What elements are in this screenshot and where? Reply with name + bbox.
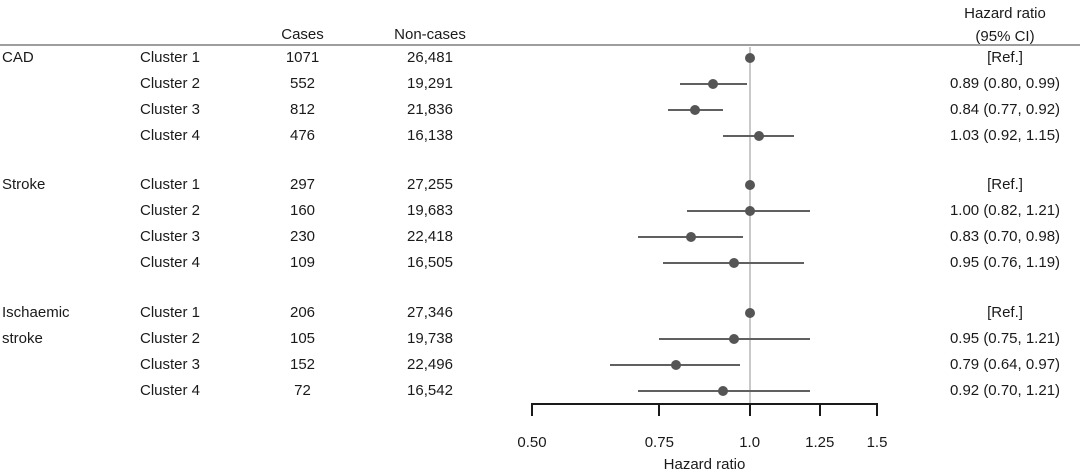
non-cases-column-header: Non-cases — [394, 26, 466, 43]
table-row: Cluster 4 72 16,542 0.92 (0.70, 1.21) — [0, 378, 1080, 404]
outcome-label: CAD — [2, 49, 34, 66]
table-row: Cluster 3 230 22,418 0.83 (0.70, 0.98) — [0, 224, 1080, 250]
hazard-ratio-value: 0.79 (0.64, 0.97) — [949, 356, 1061, 373]
header-separator-line — [0, 44, 1080, 46]
non-cases-value: 16,505 — [407, 254, 453, 271]
non-cases-value: 16,542 — [407, 382, 453, 399]
outcome-label: Stroke — [2, 176, 46, 193]
hazard-ratio-value: [Ref.] — [987, 304, 1023, 321]
hr-point — [670, 360, 681, 370]
hr-point — [728, 334, 739, 344]
hr-point — [744, 180, 755, 190]
table-row: Cluster 2 160 19,683 1.00 (0.82, 1.21) — [0, 198, 1080, 224]
x-axis-tick-label: 0.50 — [517, 434, 547, 451]
cases-value: 1071 — [285, 49, 320, 66]
cluster-label: Cluster 1 — [140, 304, 201, 321]
hr-point — [689, 105, 700, 115]
hazard-ratio-value: 0.84 (0.77, 0.92) — [949, 101, 1061, 118]
cluster-label: Cluster 4 — [140, 127, 201, 144]
cases-value: 105 — [289, 330, 316, 347]
hazard-ratio-value: [Ref.] — [987, 49, 1023, 66]
table-row: Cluster 4 109 16,505 0.95 (0.76, 1.19) — [0, 250, 1080, 276]
cases-value: 109 — [289, 254, 316, 271]
hazard-ratio-value: [Ref.] — [987, 176, 1023, 193]
table-row: Cluster 3 152 22,496 0.79 (0.64, 0.97) — [0, 352, 1080, 378]
cluster-label: Cluster 3 — [140, 101, 201, 118]
hr-point — [744, 53, 755, 63]
table-row: Cluster 3 812 21,836 0.84 (0.77, 0.92) — [0, 97, 1080, 123]
non-cases-value: 21,836 — [407, 101, 453, 118]
cases-value: 230 — [289, 228, 316, 245]
x-axis-tick — [818, 404, 821, 416]
cases-value: 812 — [289, 101, 316, 118]
table-row: stroke Cluster 2 105 19,738 0.95 (0.75, … — [0, 326, 1080, 352]
x-axis-tick-label: 1.25 — [805, 434, 835, 451]
cases-column-header: Cases — [281, 26, 324, 43]
non-cases-value: 22,496 — [407, 356, 453, 373]
hr-point — [728, 258, 739, 268]
outcome-label: Ischaemic — [2, 304, 70, 321]
non-cases-value: 22,418 — [407, 228, 453, 245]
hazard-ratio-value: 1.03 (0.92, 1.15) — [949, 127, 1061, 144]
cases-value: 160 — [289, 202, 316, 219]
x-axis-tick — [531, 404, 533, 416]
hr-point — [686, 232, 697, 242]
non-cases-value: 16,138 — [407, 127, 453, 144]
non-cases-value: 26,481 — [407, 49, 453, 66]
non-cases-value: 19,683 — [407, 202, 453, 219]
x-axis-tick — [876, 404, 878, 416]
cluster-label: Cluster 1 — [140, 49, 201, 66]
table-row: Stroke Cluster 1 297 27,255 [Ref.] — [0, 172, 1080, 198]
cluster-label: Cluster 3 — [140, 356, 201, 373]
x-axis-tick-label: 0.75 — [644, 434, 674, 451]
hazard-ratio-value: 0.83 (0.70, 0.98) — [949, 228, 1061, 245]
cases-value: 72 — [294, 382, 311, 399]
cluster-label: Cluster 4 — [140, 382, 201, 399]
hazard-ratio-value: 0.89 (0.80, 0.99) — [949, 75, 1061, 92]
hr-point — [744, 308, 755, 318]
x-axis-tick-label: 1.0 — [739, 434, 761, 451]
non-cases-value: 19,291 — [407, 75, 453, 92]
cases-value: 476 — [289, 127, 316, 144]
non-cases-value: 27,255 — [407, 176, 453, 193]
ci-column-header: (95% CI) — [975, 28, 1035, 45]
outcome-label: stroke — [2, 330, 43, 347]
x-axis-tick — [658, 404, 661, 416]
non-cases-value: 27,346 — [407, 304, 453, 321]
cluster-label: Cluster 1 — [140, 176, 201, 193]
cases-value: 152 — [289, 356, 316, 373]
cluster-label: Cluster 4 — [140, 254, 201, 271]
hr-point — [753, 131, 764, 141]
x-axis-tick — [748, 404, 751, 416]
hr-point — [744, 206, 755, 216]
x-axis-line — [531, 403, 878, 405]
hr-point — [718, 386, 729, 396]
hr-point — [708, 79, 719, 89]
hazard-ratio-value: 0.95 (0.75, 1.21) — [949, 330, 1061, 347]
table-row: Ischaemic Cluster 1 206 27,346 [Ref.] — [0, 300, 1080, 326]
x-axis-title: Hazard ratio — [663, 456, 746, 473]
cluster-label: Cluster 3 — [140, 228, 201, 245]
non-cases-value: 19,738 — [407, 330, 453, 347]
x-axis-tick-label: 1.5 — [866, 434, 888, 451]
cases-value: 297 — [289, 176, 316, 193]
hazard-ratio-value: 0.92 (0.70, 1.21) — [949, 382, 1061, 399]
hazard-ratio-value: 1.00 (0.82, 1.21) — [949, 202, 1061, 219]
cases-value: 206 — [289, 304, 316, 321]
cluster-label: Cluster 2 — [140, 202, 201, 219]
hazard-ratio-value: 0.95 (0.76, 1.19) — [949, 254, 1061, 271]
table-row: Cluster 2 552 19,291 0.89 (0.80, 0.99) — [0, 71, 1080, 97]
hazard-ratio-column-header: Hazard ratio — [964, 5, 1046, 22]
cluster-label: Cluster 2 — [140, 330, 201, 347]
reference-line — [748, 47, 751, 404]
cases-value: 552 — [289, 75, 316, 92]
table-row: CAD Cluster 1 1071 26,481 [Ref.] — [0, 45, 1080, 71]
cluster-label: Cluster 2 — [140, 75, 201, 92]
table-row: Cluster 4 476 16,138 1.03 (0.92, 1.15) — [0, 123, 1080, 149]
